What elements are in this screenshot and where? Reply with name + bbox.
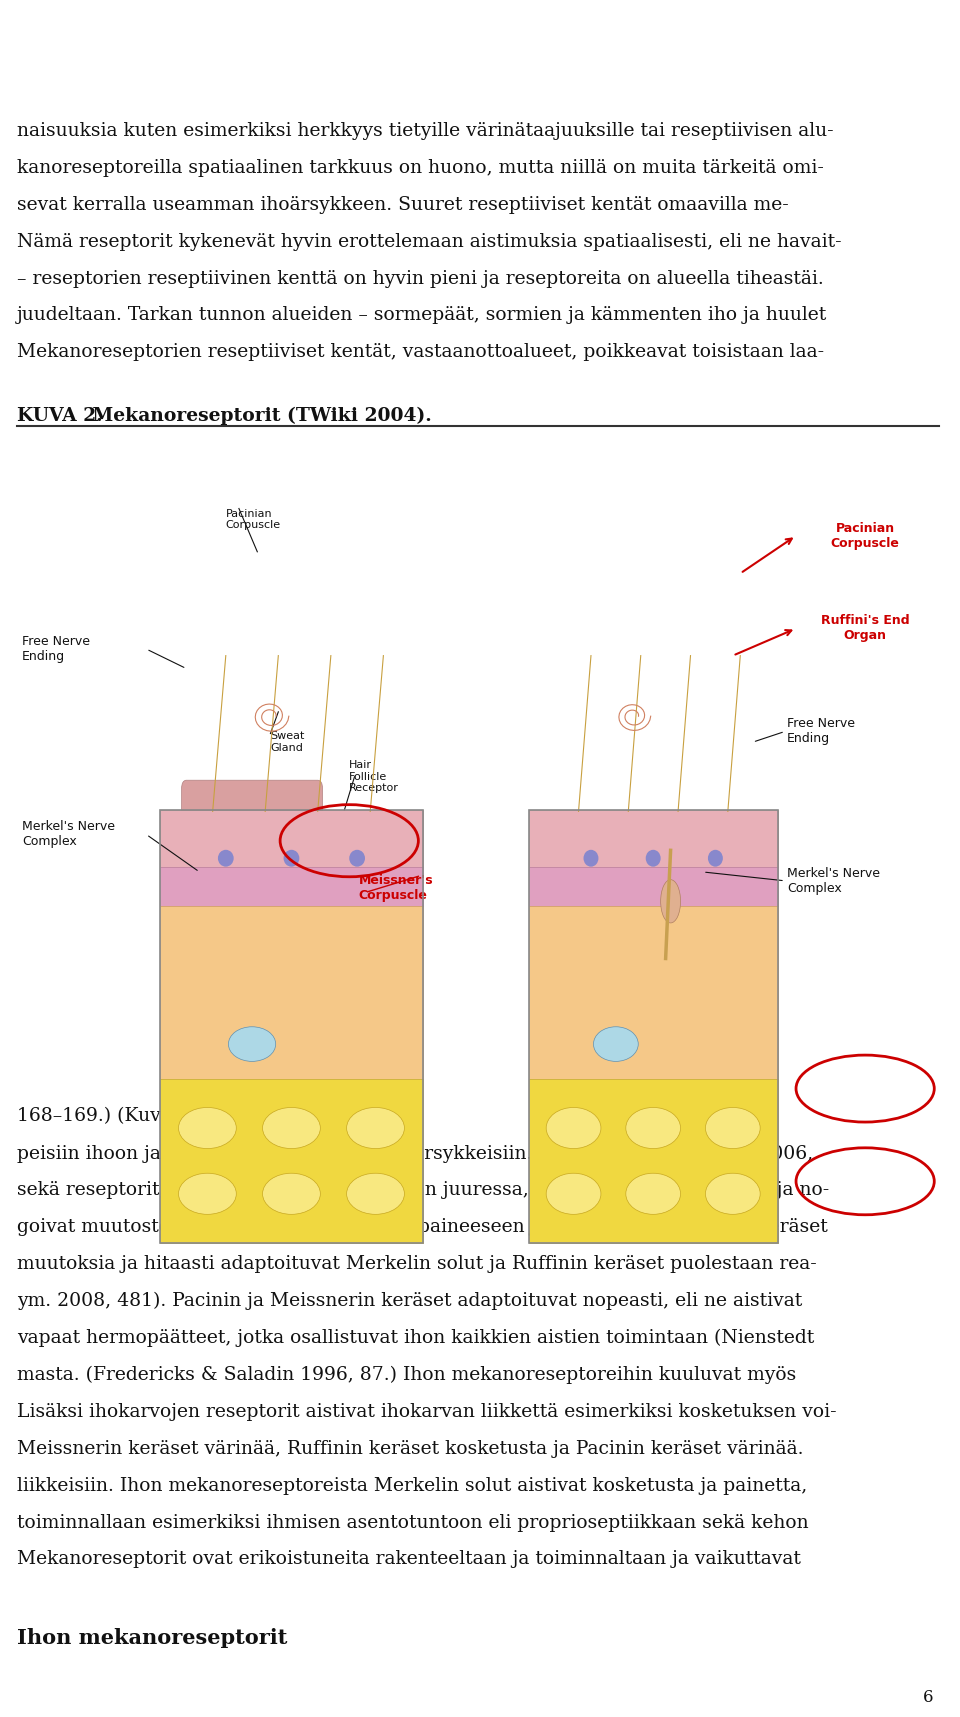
Text: Hair
Follicle
Receptor: Hair Follicle Receptor — [349, 761, 399, 793]
Text: Mekanoreseptorien reseptiiviset kentät, vastaanottoalueet, poikkeavat toisistaan: Mekanoreseptorien reseptiiviset kentät, … — [17, 343, 825, 361]
Ellipse shape — [263, 1107, 321, 1149]
Bar — [529, 810, 778, 1243]
Bar — [160, 810, 422, 1243]
Text: Pacinian
Corpuscle: Pacinian Corpuscle — [226, 508, 281, 531]
Bar — [160, 867, 422, 905]
Text: vapaat hermopäätteet, jotka osallistuvat ihon kaikkien aistien toimintaan (Niens: vapaat hermopäätteet, jotka osallistuvat… — [17, 1329, 814, 1348]
Text: Nämä reseptorit kykenevät hyvin erottelemaan aistimuksia spatiaalisesti, eli ne : Nämä reseptorit kykenevät hyvin erottele… — [17, 234, 842, 251]
FancyBboxPatch shape — [181, 780, 323, 850]
Text: Pacinian
Corpuscle: Pacinian Corpuscle — [830, 522, 900, 549]
Text: masta. (Fredericks & Saladin 1996, 87.) Ihon mekanoreseptoreihin kuuluvat myös: masta. (Fredericks & Saladin 1996, 87.) … — [17, 1367, 797, 1384]
Ellipse shape — [706, 1173, 760, 1214]
Ellipse shape — [218, 850, 233, 867]
Text: Merkel's Nerve
Complex: Merkel's Nerve Complex — [787, 867, 879, 895]
Ellipse shape — [706, 1107, 760, 1149]
Ellipse shape — [626, 1173, 681, 1214]
Text: Mekanoreseptorit ovat erikoistuneita rakenteeltaan ja toiminnaltaan ja vaikuttav: Mekanoreseptorit ovat erikoistuneita rak… — [17, 1550, 802, 1568]
Text: 6: 6 — [923, 1690, 933, 1705]
Text: kanoreseptoreilla spatiaalinen tarkkuus on huono, mutta niillä on muita tärkeitä: kanoreseptoreilla spatiaalinen tarkkuus … — [17, 160, 824, 177]
Ellipse shape — [228, 1027, 276, 1061]
Text: sevat kerralla useamman ihoärsykkeen. Suuret reseptiiviset kentät omaavilla me-: sevat kerralla useamman ihoärsykkeen. Su… — [17, 196, 789, 213]
Text: Ruffini's End
Organ: Ruffini's End Organ — [821, 615, 909, 642]
Text: Mekanoreseptorit (TWiki 2004).: Mekanoreseptorit (TWiki 2004). — [86, 407, 432, 426]
Text: Sweat
Gland: Sweat Gland — [271, 731, 305, 754]
Ellipse shape — [239, 1035, 265, 1053]
Text: juudeltaan. Tarkan tunnon alueiden – sormepäät, sormien ja kämmenten iho ja huul: juudeltaan. Tarkan tunnon alueiden – sor… — [17, 306, 828, 325]
Text: sekä reseptorit, jotka sijaitsevat ihokarvojen juuressa, reagoivat erittäin pien: sekä reseptorit, jotka sijaitsevat ihoka… — [17, 1181, 829, 1198]
Bar — [529, 905, 778, 1078]
Text: Meissnerin keräset värinää, Ruffinin keräset kosketusta ja Pacinin keräset värin: Meissnerin keräset värinää, Ruffinin ker… — [17, 1439, 804, 1458]
Bar — [529, 867, 778, 905]
Ellipse shape — [546, 1107, 601, 1149]
Ellipse shape — [179, 1173, 236, 1214]
Ellipse shape — [604, 1035, 628, 1053]
Text: naisuuksia kuten esimerkiksi herkkyys tietyille värinätaajuuksille tai reseptiiv: naisuuksia kuten esimerkiksi herkkyys ti… — [17, 122, 834, 139]
Text: Merkel's Nerve
Complex: Merkel's Nerve Complex — [22, 821, 115, 848]
Text: ym. 2008, 481). Pacinin ja Meissnerin keräset adaptoituvat nopeasti, eli ne aist: ym. 2008, 481). Pacinin ja Meissnerin ke… — [17, 1293, 803, 1310]
Text: Lisäksi ihokarvojen reseptorit aistivat ihokarvan liikkettä esimerkiksi kosketuk: Lisäksi ihokarvojen reseptorit aistivat … — [17, 1403, 837, 1420]
Ellipse shape — [584, 850, 598, 867]
Ellipse shape — [233, 1032, 271, 1058]
Bar — [529, 810, 778, 867]
Ellipse shape — [349, 850, 365, 867]
Bar — [160, 905, 422, 1078]
Ellipse shape — [347, 1107, 404, 1149]
Ellipse shape — [708, 850, 723, 867]
Text: 168–169.) (Kuva 2.): 168–169.) (Kuva 2.) — [17, 1107, 204, 1125]
Ellipse shape — [263, 1173, 321, 1214]
Ellipse shape — [179, 1107, 236, 1149]
Text: goivat muutosten lisäksi myös staattiseen paineeseen ja venytykseen. Pacinin ker: goivat muutosten lisäksi myös staattisee… — [17, 1219, 828, 1236]
Text: – reseptorien reseptiivinen kenttä on hyvin pieni ja reseptoreita on alueella ti: – reseptorien reseptiivinen kenttä on hy… — [17, 270, 824, 287]
Bar — [529, 1078, 778, 1243]
Text: peisiin ihoon ja ihokarvoihin kohdistuviin ärsykkeisiin. (Hämäläinen & Kekoni 20: peisiin ihoon ja ihokarvoihin kohdistuvi… — [17, 1144, 813, 1162]
Bar — [17, 433, 939, 948]
Ellipse shape — [283, 850, 300, 867]
Ellipse shape — [626, 1107, 681, 1149]
Ellipse shape — [593, 1027, 638, 1061]
Text: Free Nerve
Ending: Free Nerve Ending — [787, 718, 854, 745]
Ellipse shape — [546, 1173, 601, 1214]
Ellipse shape — [660, 879, 681, 924]
Text: liikkeisiin. Ihon mekanoreseptoreista Merkelin solut aistivat kosketusta ja pain: liikkeisiin. Ihon mekanoreseptoreista Me… — [17, 1477, 807, 1494]
Ellipse shape — [646, 850, 660, 867]
Ellipse shape — [598, 1032, 634, 1058]
Text: Meissner's
Corpuscle: Meissner's Corpuscle — [358, 874, 433, 901]
Text: toiminnallaan esimerkiksi ihmisen asentotuntoon eli proprioseptiikkaan sekä keho: toiminnallaan esimerkiksi ihmisen asento… — [17, 1514, 809, 1532]
Text: KUVA 2.: KUVA 2. — [17, 407, 103, 424]
Bar — [160, 1078, 422, 1243]
Text: muutoksia ja hitaasti adaptoituvat Merkelin solut ja Ruffinin keräset puolestaan: muutoksia ja hitaasti adaptoituvat Merke… — [17, 1255, 817, 1272]
Bar — [160, 810, 422, 867]
Text: Free Nerve
Ending: Free Nerve Ending — [22, 635, 90, 663]
Text: Ihon mekanoreseptorit: Ihon mekanoreseptorit — [17, 1628, 288, 1648]
Ellipse shape — [347, 1173, 404, 1214]
